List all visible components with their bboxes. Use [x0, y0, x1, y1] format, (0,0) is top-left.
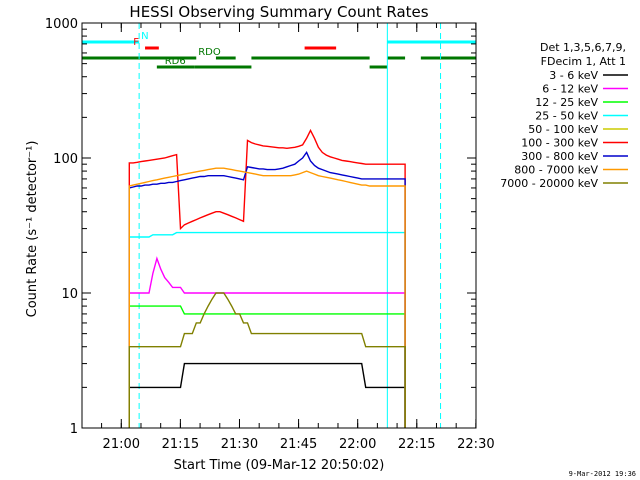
x-tick-label: 21:45	[280, 437, 317, 452]
series-line-2	[128, 305, 406, 428]
series-line-3	[128, 231, 406, 428]
legend-entry-label: 100 - 300 keV	[521, 137, 598, 150]
plot-frame	[81, 22, 477, 429]
series-group	[128, 128, 406, 428]
legend-entry-label: 3 - 6 keV	[549, 69, 598, 82]
series-line-7	[128, 167, 406, 428]
flag-label-n: N	[141, 31, 148, 42]
legend-header: FDecim 1, Att 1	[541, 55, 626, 68]
legend-entry-label: 800 - 7000 keV	[514, 164, 598, 177]
flag-label-f: F	[133, 37, 139, 48]
flag-label-rdo: RDO	[198, 47, 221, 58]
y-tick-label: 1000	[45, 17, 78, 32]
x-tick-label: 21:00	[103, 437, 140, 452]
vertical-markers	[81, 23, 442, 428]
legend-entry-label: 12 - 25 keV	[535, 96, 598, 109]
legend-entry-label: 25 - 50 keV	[535, 110, 598, 123]
y-tick-label: 100	[53, 152, 78, 167]
x-tick-label: 21:30	[221, 437, 258, 452]
y-tick-label: 10	[61, 287, 78, 302]
legend: Det 1,3,5,6,7,9,FDecim 1, Att 13 - 6 keV…	[500, 41, 628, 190]
legend-entry-label: 6 - 12 keV	[542, 83, 598, 96]
x-tick-label: 21:15	[162, 437, 199, 452]
flag-label-rd6: RD6	[165, 56, 186, 67]
series-line-0	[128, 362, 406, 428]
x-tick-label: 22:00	[339, 437, 376, 452]
series-line-6	[128, 151, 406, 428]
series-line-5	[128, 128, 406, 428]
y-tick-label: 1	[70, 422, 78, 437]
chart-title: HESSI Observing Summary Count Rates	[129, 3, 428, 21]
timestamp: 9-Mar-2012 19:36	[569, 470, 636, 478]
legend-entry-label: 50 - 100 keV	[528, 123, 598, 136]
legend-entry-label: 300 - 800 keV	[521, 150, 598, 163]
series-line-1	[128, 256, 406, 428]
x-tick-label: 22:15	[398, 437, 435, 452]
x-axis-label: Start Time (09-Mar-12 20:50:02)	[174, 458, 385, 473]
axes: 1 10 100 1000 21:00 21:15 21:30 21:45 22:00 22:15…	[45, 17, 495, 452]
observing-flags: NF RDO RD6	[82, 31, 476, 69]
legend-header: Det 1,3,5,6,7,9,	[540, 41, 626, 54]
legend-entry-label: 7000 - 20000 keV	[500, 177, 598, 190]
y-axis-label: Count Rate (s⁻¹ detector⁻¹)	[25, 141, 40, 318]
x-tick-label: 22:30	[457, 437, 494, 452]
series-line-8	[128, 292, 406, 428]
